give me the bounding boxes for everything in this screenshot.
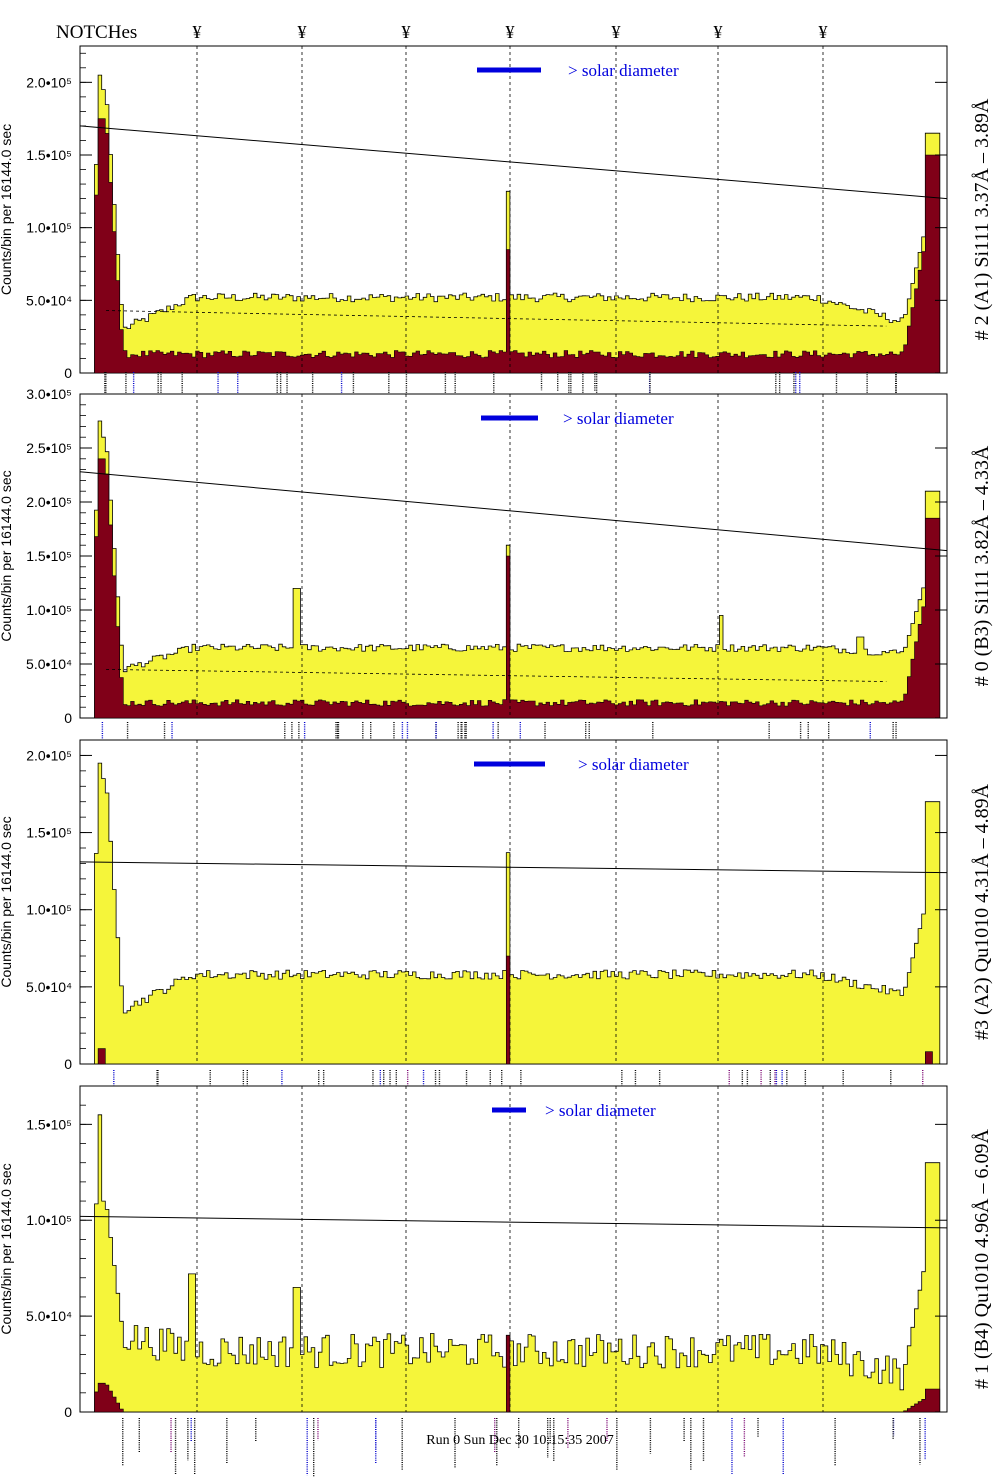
y-tick-label: 5.0•10⁴ [26, 979, 72, 995]
y-tick-label: 2.0•10⁵ [26, 74, 72, 90]
histogram-yellow-series [80, 1114, 947, 1412]
notches-label: NOTCHes [56, 22, 137, 43]
dashed-baseline [106, 669, 887, 682]
panel-a2-qu1010: 0 5.0•10⁴ 1.0•10⁵ 1.5•10⁵ 2.0•10⁵ Counts/bin … [0, 739, 993, 1133]
fit-line [80, 1215, 947, 1229]
y-tick-label: 5.0•10⁴ [26, 292, 72, 308]
line-id-annotations [122, 1418, 926, 1477]
y-tick-label: 5.0•10⁴ [26, 1308, 72, 1324]
notch-glyph: ¥ [612, 22, 621, 42]
y-tick-label: 1.0•10⁵ [26, 902, 72, 918]
y-tick-label: 1.5•10⁵ [26, 825, 72, 841]
y-tick-label: 2.0•10⁵ [26, 747, 72, 763]
notch-glyph: ¥ [193, 22, 202, 42]
histogram-yellow-series [80, 74, 947, 373]
histogram-maroon-series [80, 118, 947, 373]
y-axis-label: Counts/bin per 16144.0 sec [0, 1163, 14, 1334]
y-tick-label: 1.0•10⁵ [26, 602, 72, 618]
histogram-yellow-series [80, 420, 947, 718]
fit-line [80, 125, 947, 200]
y-tick-label: 1.5•10⁵ [26, 548, 72, 564]
legend-text: > solar diameter [568, 61, 679, 80]
plot-area [80, 420, 947, 718]
notch-glyph: ¥ [506, 22, 515, 42]
dashed-baseline [106, 310, 887, 327]
fit-line [80, 861, 947, 874]
notch-glyph: ¥ [714, 22, 723, 42]
y-tick-label: 0 [64, 710, 72, 726]
notch-glyph: ¥ [402, 22, 411, 42]
legend-text: > solar diameter [545, 1101, 656, 1120]
plot-area [80, 1114, 947, 1412]
panel-b4-qu1010: 0 5.0•10⁴ 1.0•10⁵ 1.5•10⁵ Counts/bin per 161… [0, 1085, 993, 1477]
plot-area [80, 74, 947, 373]
y-axis-label: Counts/bin per 16144.0 sec [0, 124, 14, 295]
notch-glyph: ¥ [819, 22, 828, 42]
panel-b3-si111: 0 5.0•10⁴ 1.0•10⁵ 1.5•10⁵ 2.0•10⁵ 2.5•10⁵ 3.0•… [0, 386, 993, 784]
histogram-maroon-series [80, 458, 947, 718]
y-tick-label: 1.5•10⁵ [26, 147, 72, 163]
fit-line [80, 471, 947, 552]
histogram-yellow-series [80, 762, 947, 1064]
legend-text: > solar diameter [563, 409, 674, 428]
plot-area [80, 762, 947, 1064]
y-tick-label: 1.5•10⁵ [26, 1116, 72, 1132]
y-axis-label: Counts/bin per 16144.0 sec [0, 470, 14, 641]
legend-text: > solar diameter [578, 755, 689, 774]
y-tick-label: 2.5•10⁵ [26, 440, 72, 456]
y-tick-label: 5.0•10⁴ [26, 656, 72, 672]
panel-title: # 2 (A1) Si111 3.37Å – 3.89Å [971, 98, 993, 340]
y-tick-label: 2.0•10⁵ [26, 494, 72, 510]
y-tick-label: 0 [64, 1404, 72, 1420]
panel-title: # 0 (B3) Si111 3.82Å – 4.33Å [971, 445, 993, 686]
notch-markers: ¥ ¥ ¥ ¥ ¥ ¥ ¥ [193, 22, 828, 42]
y-tick-label: 1.0•10⁵ [26, 220, 72, 236]
panel-title: #3 (A2) Qu1010 4.31Å – 4.89Å [971, 783, 993, 1040]
panel-title: # 1 (B4) Qu1010 4.96Å – 6.09Å [971, 1128, 993, 1389]
notch-glyph: ¥ [298, 22, 307, 42]
y-tick-label: 3.0•10⁵ [26, 386, 72, 402]
footer-run-info: Run 0 Sun Dec 30 10:15:35 2007 [426, 1433, 613, 1448]
y-tick-label: 0 [64, 365, 72, 381]
y-tick-label: 1.0•10⁵ [26, 1212, 72, 1228]
y-tick-label: 0 [64, 1056, 72, 1072]
panel-a1-si111: 0 5.0•10⁴ 1.0•10⁵ 1.5•10⁵ 2.0•10⁵ Counts/bin … [0, 45, 993, 435]
y-axis-label: Counts/bin per 16144.0 sec [0, 816, 14, 987]
